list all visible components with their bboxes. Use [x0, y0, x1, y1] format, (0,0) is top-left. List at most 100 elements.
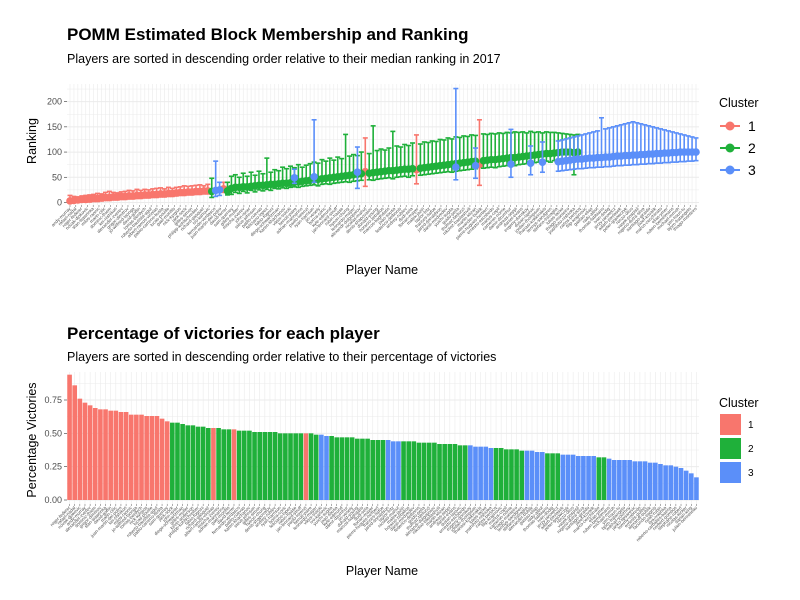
chart1-point: [353, 168, 362, 177]
chart1-legend-label: 2: [748, 140, 756, 156]
chart2-bar: [447, 444, 453, 500]
chart2-bar: [488, 448, 494, 500]
chart2-bar: [236, 430, 242, 500]
chart2-legend-swatch: [720, 414, 741, 435]
chart1-y-tick-label: 0: [57, 197, 62, 207]
chart2-bar: [457, 445, 463, 500]
chart2-bar: [324, 436, 329, 500]
chart2-bar: [375, 440, 381, 500]
chart2-bar: [92, 408, 98, 500]
chart2-bar: [560, 454, 566, 500]
chart2-bar: [611, 460, 617, 500]
chart1-panel: 050100150200andy-murrayrafael-nadalroger…: [47, 84, 700, 240]
chart2-bar: [627, 460, 632, 500]
chart2-bar: [647, 462, 653, 500]
chart2-bar: [272, 432, 278, 500]
chart2-bar: [241, 430, 247, 500]
chart2-bar: [231, 429, 237, 500]
chart2-bar: [539, 452, 545, 500]
chart2-bar: [267, 432, 273, 500]
chart2-bar: [288, 433, 293, 500]
chart2-bar: [426, 442, 432, 500]
chart2-bar: [581, 456, 586, 500]
chart2-bar: [473, 446, 478, 500]
chart2-y-tick-label: 0.50: [44, 428, 62, 438]
chart2-bar: [442, 444, 447, 500]
chart1-legend-swatch: [725, 121, 735, 131]
chart1-point: [507, 160, 515, 168]
chart2-bar: [319, 434, 324, 500]
chart1-y-tick-label: 150: [47, 122, 62, 132]
chart2-bar: [349, 437, 355, 500]
chart1-point: [452, 163, 460, 171]
chart2-bar: [257, 432, 262, 500]
chart2-bar: [205, 428, 211, 500]
chart2-bar: [72, 385, 78, 500]
chart2-bar: [180, 424, 185, 500]
chart2-bar: [390, 441, 396, 500]
chart2-bar: [462, 445, 468, 500]
chart2-x-axis-title: Player Name: [346, 564, 418, 578]
chart2-bar: [195, 426, 201, 500]
chart2-bar: [298, 433, 304, 500]
chart2-y-tick-label: 0.00: [44, 495, 62, 505]
chart2-bar: [637, 461, 643, 500]
chart1-point: [471, 161, 480, 170]
chart2-subtitle: Players are sorted in descending order r…: [67, 350, 496, 364]
chart2-bar: [545, 453, 550, 500]
chart2-title: Percentage of victories for each player: [67, 324, 380, 343]
chart1-legend-title: Cluster: [719, 96, 759, 110]
chart2-bar: [159, 418, 165, 500]
chart2-bar: [550, 453, 555, 500]
chart2-bar: [149, 416, 155, 500]
chart2-bar: [247, 430, 252, 500]
chart2-bar: [226, 429, 232, 500]
chart2-legend-swatch: [720, 462, 741, 483]
chart2-bar: [77, 398, 83, 500]
chart2-bar: [586, 456, 591, 500]
chart2-bar: [401, 441, 406, 500]
chart2-bar: [606, 458, 612, 500]
chart1-point: [692, 148, 700, 156]
chart2-bar: [128, 414, 134, 500]
chart2-bar: [509, 449, 514, 500]
chart2-bar: [694, 477, 699, 500]
chart1-y-tick-label: 200: [47, 97, 62, 107]
chart2-bar: [313, 434, 319, 500]
chart2-legend: Cluster 1 2 3: [719, 396, 759, 483]
chart2-bar: [591, 456, 596, 500]
chart2-bar: [370, 440, 376, 500]
chart2-bar: [154, 416, 160, 500]
chart2-bar: [529, 450, 535, 500]
chart2-bar: [108, 410, 113, 500]
chart2-bar: [452, 444, 458, 500]
chart2-bar: [622, 460, 627, 500]
chart1-point: [310, 172, 318, 181]
chart2-bar: [668, 465, 674, 500]
chart1-legend: Cluster 1 2 3: [719, 96, 759, 178]
chart1-x-axis-title: Player Name: [346, 263, 418, 277]
chart2-bar: [534, 452, 540, 500]
chart2-bar: [164, 421, 170, 500]
chart2-legend-label: 1: [748, 420, 754, 431]
chart2-bar: [396, 441, 401, 500]
chart2-y-tick-label: 0.75: [44, 395, 62, 405]
chart1-point: [408, 164, 417, 173]
chart2-bar: [334, 437, 340, 500]
chart2-bar: [308, 433, 314, 500]
chart2-bar: [113, 410, 119, 500]
chart2-bar: [170, 422, 175, 500]
chart2-bar: [478, 446, 483, 500]
chart1-subtitle: Players are sorted in descending order r…: [67, 52, 501, 66]
chart2-bar: [406, 441, 412, 500]
chart2-bar: [483, 446, 489, 500]
chart2-bar: [524, 450, 530, 500]
chart1-y-axis-title: Ranking: [25, 118, 39, 164]
chart2-bar: [385, 440, 391, 500]
chart2-bar: [139, 414, 144, 500]
chart1-point: [215, 186, 224, 194]
chart2-bar: [144, 416, 149, 500]
chart1-y-tick-label: 100: [47, 147, 62, 157]
chart1-point: [538, 158, 547, 166]
